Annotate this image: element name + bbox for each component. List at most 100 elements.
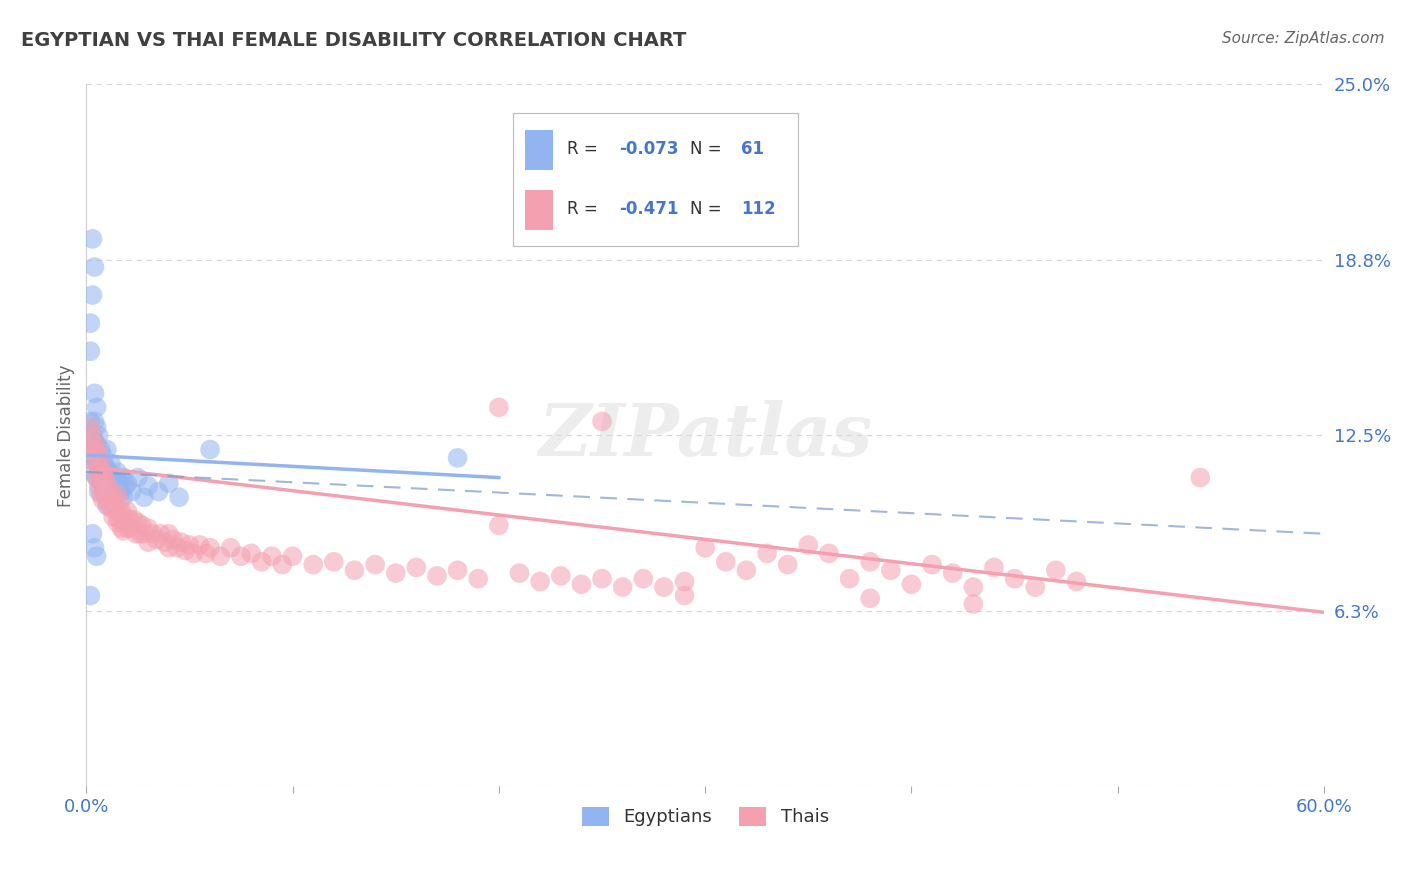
Point <box>756 546 779 560</box>
Point <box>110 484 132 499</box>
Point <box>98 465 121 479</box>
Point <box>343 563 366 577</box>
Point <box>117 476 139 491</box>
Point <box>108 513 131 527</box>
Point <box>157 541 180 555</box>
Point <box>880 563 903 577</box>
Point <box>79 316 101 330</box>
Point <box>571 577 593 591</box>
Point <box>86 549 108 564</box>
Point <box>105 487 128 501</box>
Point <box>302 558 325 572</box>
Point <box>240 546 263 560</box>
Point <box>1024 580 1046 594</box>
Point <box>157 476 180 491</box>
Point <box>87 484 110 499</box>
Text: Source: ZipAtlas.com: Source: ZipAtlas.com <box>1222 31 1385 46</box>
Point <box>83 454 105 468</box>
Point <box>83 386 105 401</box>
Point <box>86 470 108 484</box>
Point <box>91 465 114 479</box>
Point <box>714 555 737 569</box>
Text: EGYPTIAN VS THAI FEMALE DISABILITY CORRELATION CHART: EGYPTIAN VS THAI FEMALE DISABILITY CORRE… <box>21 31 686 50</box>
Point <box>125 526 148 541</box>
Point <box>94 476 117 491</box>
Point <box>82 448 104 462</box>
Point <box>86 437 108 451</box>
Point <box>105 516 128 530</box>
Point <box>250 555 273 569</box>
Point <box>91 479 114 493</box>
Point <box>194 546 217 560</box>
Point <box>117 504 139 518</box>
Point <box>153 535 176 549</box>
Point <box>446 563 468 577</box>
Legend: Egyptians, Thais: Egyptians, Thais <box>575 800 837 834</box>
Point <box>108 476 131 491</box>
Point <box>322 555 344 569</box>
Point <box>100 476 122 491</box>
Point <box>83 260 105 274</box>
Point <box>83 414 105 428</box>
Point <box>96 499 118 513</box>
Point <box>112 524 135 538</box>
Point <box>735 563 758 577</box>
Point <box>100 457 122 471</box>
Point <box>90 442 112 457</box>
Point <box>132 526 155 541</box>
Point <box>166 541 188 555</box>
Point <box>529 574 551 589</box>
Point <box>86 420 108 434</box>
Point <box>98 484 121 499</box>
Point <box>198 442 221 457</box>
Point <box>508 566 530 580</box>
Point <box>271 558 294 572</box>
Point <box>105 465 128 479</box>
Point <box>145 533 167 547</box>
Point <box>114 516 136 530</box>
Point <box>132 490 155 504</box>
Y-axis label: Female Disability: Female Disability <box>58 364 75 507</box>
Point <box>86 401 108 415</box>
Point <box>86 457 108 471</box>
Point <box>673 574 696 589</box>
Point <box>96 442 118 457</box>
Point <box>167 490 190 504</box>
Point <box>673 589 696 603</box>
Point <box>229 549 252 564</box>
Point <box>776 558 799 572</box>
Point <box>118 513 141 527</box>
Point <box>426 569 449 583</box>
Point <box>174 543 197 558</box>
Point <box>101 490 124 504</box>
Point <box>900 577 922 591</box>
Point <box>104 476 127 491</box>
Point <box>82 232 104 246</box>
Point <box>82 428 104 442</box>
Point <box>633 572 655 586</box>
Point <box>90 457 112 471</box>
Point <box>198 541 221 555</box>
Point <box>183 546 205 560</box>
Point <box>94 487 117 501</box>
Point <box>86 457 108 471</box>
Point <box>942 566 965 580</box>
Point <box>98 482 121 496</box>
Point <box>179 538 201 552</box>
Point <box>82 288 104 302</box>
Point <box>157 526 180 541</box>
Point <box>136 535 159 549</box>
Point <box>79 420 101 434</box>
Point <box>136 521 159 535</box>
Point <box>90 462 112 476</box>
Point <box>121 521 143 535</box>
Point <box>91 467 114 482</box>
Point <box>110 521 132 535</box>
Point <box>962 597 984 611</box>
Point <box>87 465 110 479</box>
Point <box>79 589 101 603</box>
Point <box>82 465 104 479</box>
Point <box>82 428 104 442</box>
Point <box>488 518 510 533</box>
Point <box>112 490 135 504</box>
